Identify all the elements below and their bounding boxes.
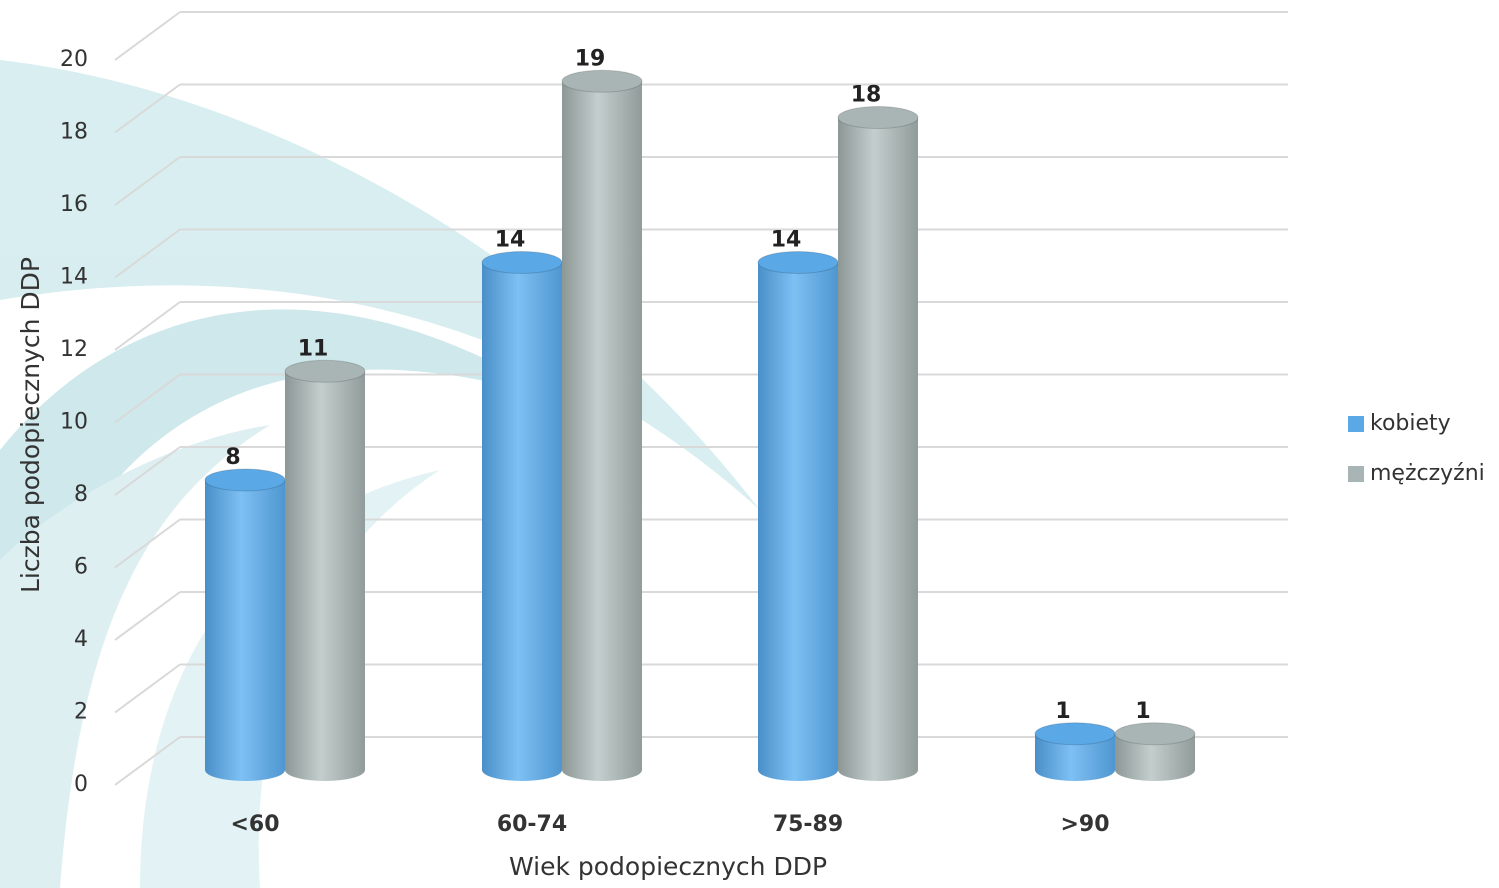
x-tick-label: <60 <box>230 812 279 837</box>
y-axis-title: Liczba podopiecznych DDP <box>16 257 45 593</box>
y-tick-label: 0 <box>74 772 88 797</box>
grid-line-side <box>114 663 181 714</box>
cylinder-top <box>204 468 286 492</box>
y-tick-label: 12 <box>60 337 88 362</box>
x-tick-label: >90 <box>1060 812 1109 837</box>
cylinder-body <box>482 262 562 781</box>
cylinder-body <box>205 480 285 781</box>
x-tick-label: 60-74 <box>497 812 567 837</box>
y-tick-label: 4 <box>74 627 88 652</box>
y-tick-label: 10 <box>60 410 88 435</box>
value-label: 14 <box>771 228 802 253</box>
cylinder-body <box>285 371 365 781</box>
y-tick-label: 8 <box>74 482 88 507</box>
grid-line-side <box>114 591 181 641</box>
grid-line-side <box>114 446 181 496</box>
cylinder-top <box>1114 722 1196 746</box>
value-label: 1 <box>1055 699 1070 724</box>
y-tick-label: 6 <box>74 555 88 580</box>
value-label: 8 <box>225 445 240 470</box>
grid-line-side <box>114 228 181 279</box>
value-label: 1 <box>1135 699 1150 724</box>
y-tick-label: 2 <box>74 700 88 725</box>
grid-line-side <box>114 301 181 351</box>
cylinder-body <box>562 81 642 781</box>
legend-swatch <box>1348 466 1364 482</box>
value-label: 14 <box>495 228 526 253</box>
cylinder-top <box>757 251 839 274</box>
value-label: 18 <box>851 83 882 108</box>
legend-swatch <box>1348 416 1364 432</box>
cylinder-body <box>758 262 838 781</box>
y-tick-label: 20 <box>60 47 88 72</box>
legend-label: kobiety <box>1370 411 1451 436</box>
grid-line-side <box>114 736 181 786</box>
grid-line-side <box>114 11 181 61</box>
grid-line-side <box>114 518 181 569</box>
value-label: 19 <box>575 46 606 71</box>
cylinder-body <box>838 117 918 781</box>
grid-line-side <box>114 156 181 206</box>
cylinder-top <box>1034 722 1116 746</box>
cylinder-body <box>1035 733 1115 781</box>
legend-label: mężczyźni <box>1370 461 1485 486</box>
cylinder-top <box>284 359 366 383</box>
y-tick-label: 14 <box>60 265 88 290</box>
grid-line-side <box>114 83 181 134</box>
background-swirl <box>0 60 760 888</box>
y-tick-label: 18 <box>60 120 88 145</box>
y-tick-label: 16 <box>60 192 88 217</box>
x-tick-label: 75-89 <box>773 812 843 837</box>
cylinder-body <box>1115 733 1195 781</box>
grid-line-side <box>114 373 181 424</box>
cylinder-top <box>837 106 919 129</box>
x-axis-title: Wiek podopiecznych DDP <box>509 852 827 881</box>
cylinder-top <box>561 69 643 93</box>
value-label: 11 <box>298 336 329 361</box>
cylinder-top <box>481 251 563 274</box>
